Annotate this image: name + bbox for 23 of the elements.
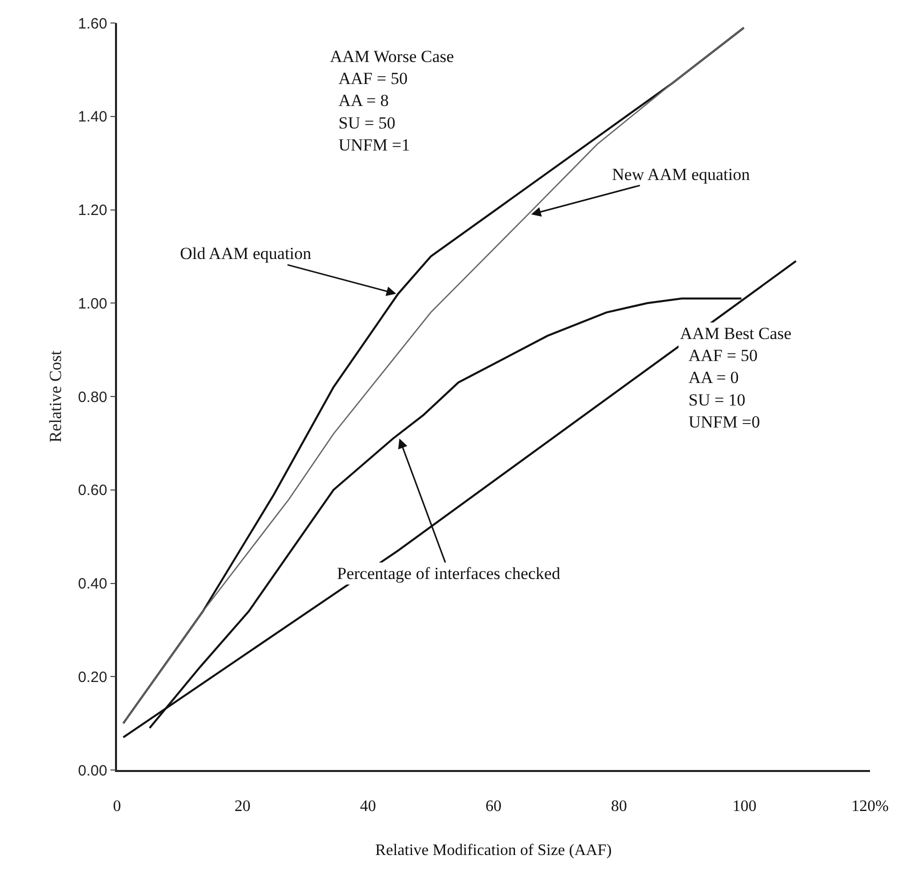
y-tick-label: 1.20 — [78, 202, 108, 219]
y-tick-label: 0.40 — [78, 576, 108, 592]
x-tick-label: 40 — [360, 798, 376, 815]
y-tick-label: 0.80 — [78, 388, 108, 406]
y-axis-title: Relative Cost — [46, 350, 66, 443]
annotation: Percentage of interfaces checked — [337, 564, 561, 583]
x-axis-title: Relative Modification of Size (AAF) — [375, 842, 612, 860]
y-tick-label: 0.20 — [78, 668, 108, 686]
annotation: New AAM equation — [612, 165, 750, 184]
y-tick-label: 1.60 — [78, 15, 108, 32]
x-tick-label: 80 — [611, 798, 627, 815]
x-tick-label: 20 — [234, 798, 250, 815]
y-tick-label: 1.40 — [78, 108, 108, 126]
x-tick-label: 0 — [113, 798, 121, 815]
y-tick-label: 1.00 — [78, 295, 108, 312]
y-tick-label: 0.00 — [78, 762, 108, 780]
x-tick-label: 100 — [732, 798, 756, 815]
x-tick-label: 120% — [851, 798, 889, 815]
annotation: Old AAM equation — [180, 244, 312, 263]
x-tick-label: 60 — [486, 798, 502, 815]
y-tick-label: 0.60 — [78, 482, 108, 500]
annotation: AAM Worse Case AAF = 50 AA = 8 SU = 50 UNFM =1 — [330, 47, 454, 154]
annotation: AAM Best Case AAF = 50 AA = 0 SU = 10 UNFM =0 — [680, 324, 792, 432]
